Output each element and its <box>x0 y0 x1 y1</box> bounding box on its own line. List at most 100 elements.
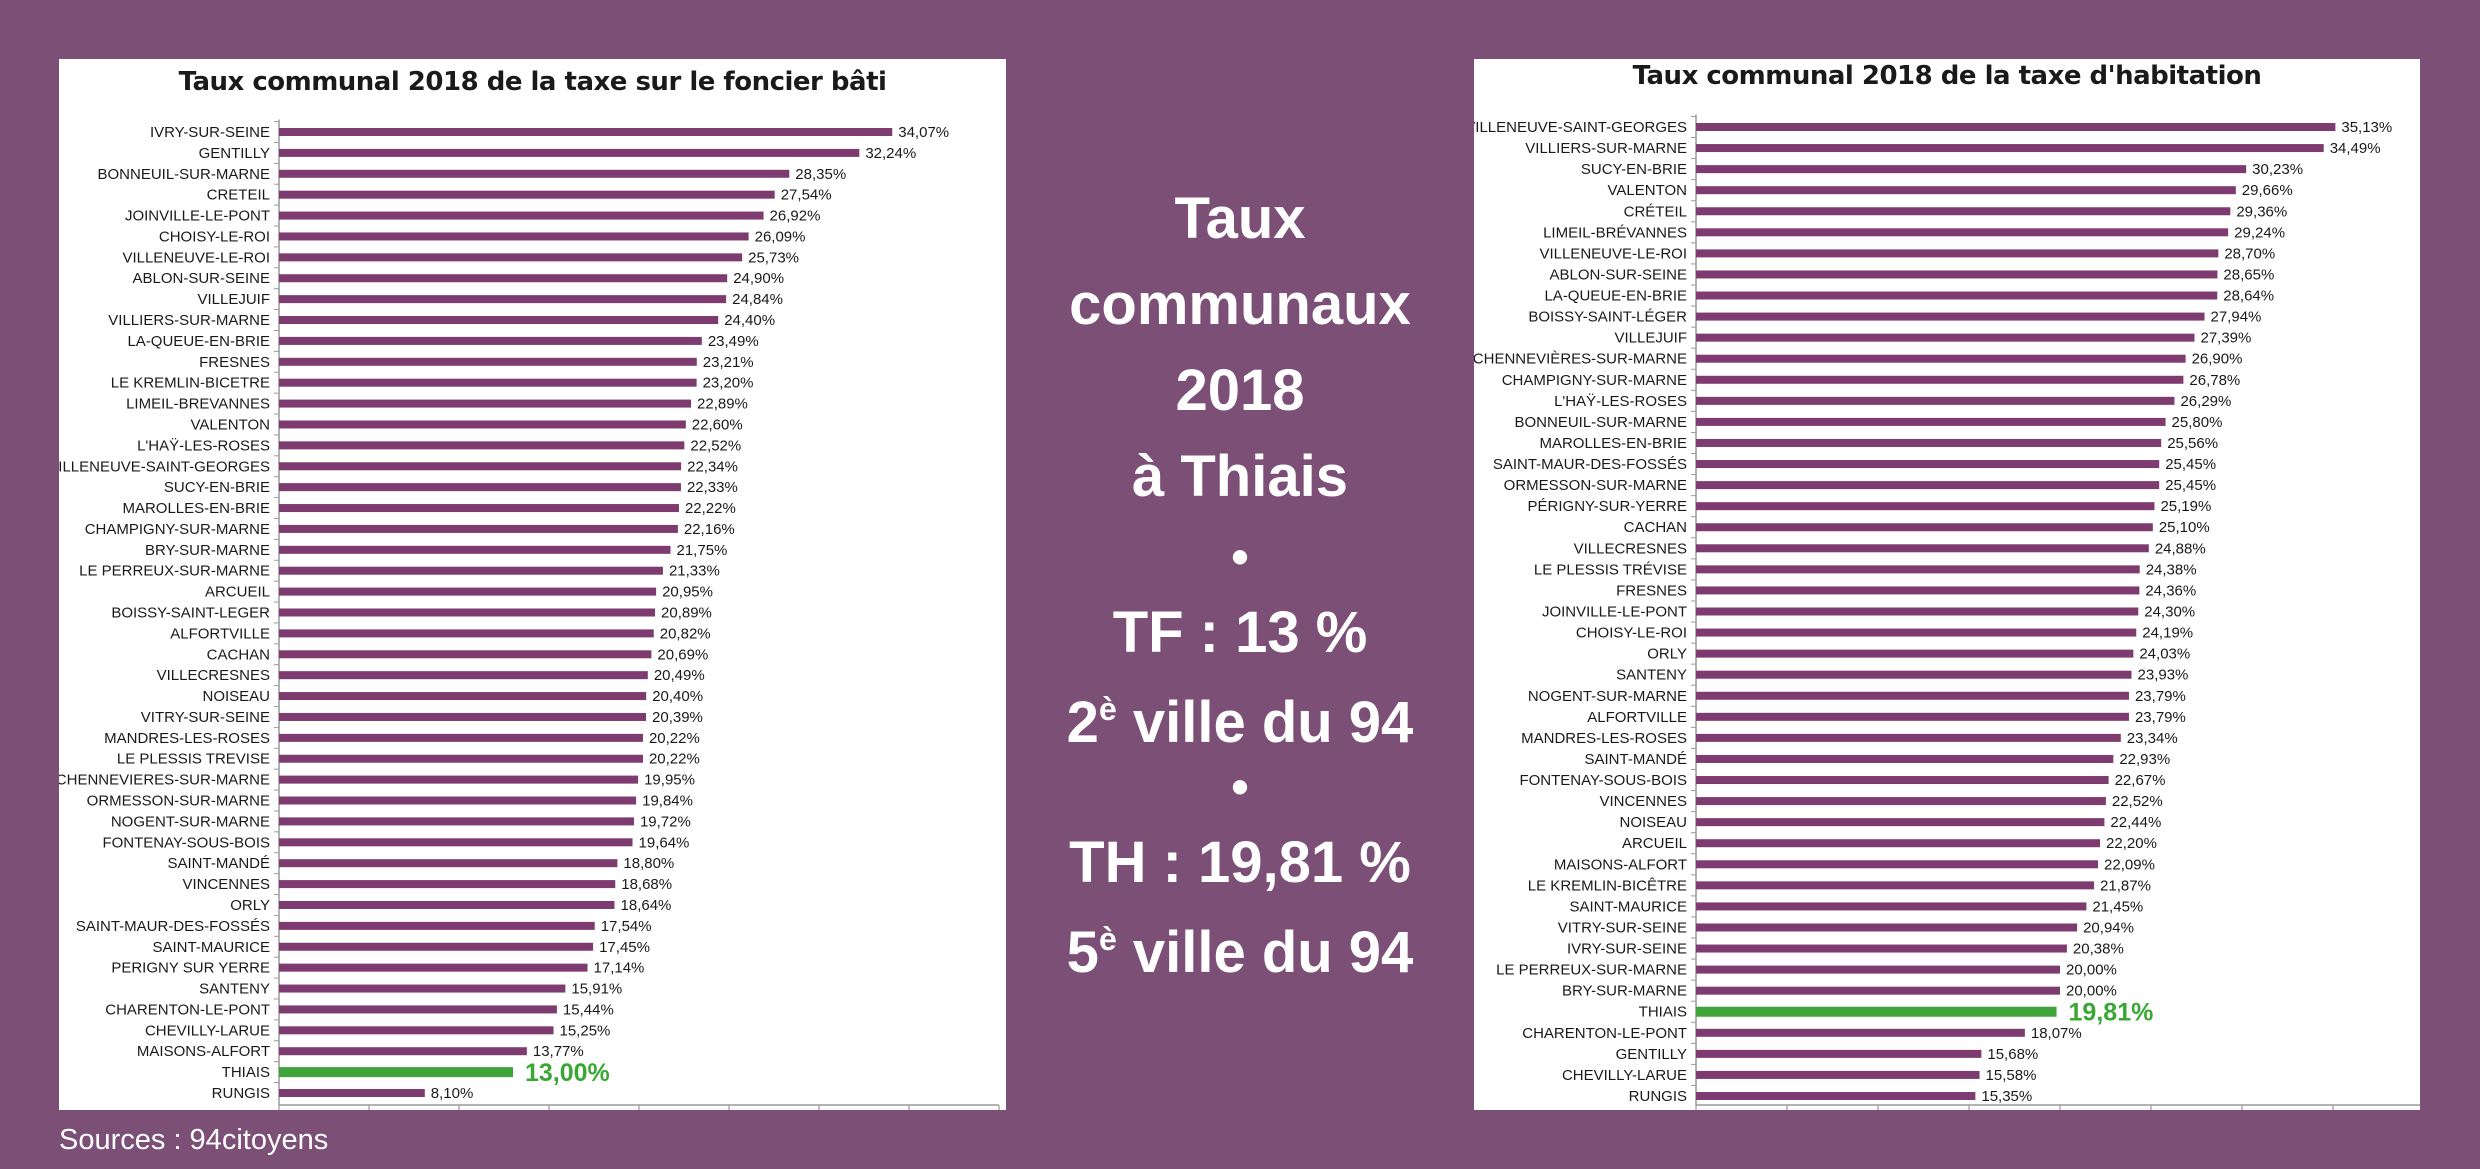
th-rank-number: 5 <box>1066 920 1099 985</box>
data-label: 20,22% <box>649 751 700 768</box>
center-line-year: 2018 <box>1175 358 1305 423</box>
bar <box>279 1089 425 1097</box>
category-label: CHAMPIGNY-SUR-MARNE <box>1502 372 1687 389</box>
category-label: NOGENT-SUR-MARNE <box>1528 688 1687 705</box>
category-label: SAINT-MAUR-DES-FOSSÉS <box>1493 456 1687 473</box>
category-label: JOINVILLE-LE-PONT <box>1542 604 1687 621</box>
data-label: 20,95% <box>662 584 713 601</box>
bar <box>1696 123 2336 131</box>
category-label: CRÉTEIL <box>1624 203 1687 220</box>
data-label: 25,45% <box>2165 456 2216 473</box>
data-label: 22,16% <box>684 521 735 538</box>
category-label: THIAIS <box>1639 1004 1687 1021</box>
bar <box>279 336 702 345</box>
data-label: 25,56% <box>2167 435 2218 452</box>
data-label: 17,54% <box>601 918 652 935</box>
category-label: VILLECRESNES <box>1574 540 1687 557</box>
data-label: 17,45% <box>599 939 650 956</box>
data-label: 29,66% <box>2242 182 2293 199</box>
center-line-taux: Taux <box>1174 186 1306 251</box>
bar <box>1696 523 2153 532</box>
sources-note: Sources : 94citoyens <box>59 1124 329 1156</box>
data-label: 28,65% <box>2223 266 2274 283</box>
category-label: SANTENY <box>1616 667 1687 684</box>
data-label: 35,13% <box>2341 119 2392 136</box>
category-label: VALENTON <box>1608 182 1687 199</box>
bar <box>1696 207 2231 216</box>
category-label: ALFORTVILLE <box>1587 709 1687 726</box>
bar <box>1696 165 2247 174</box>
category-label: VILLEJUIF <box>197 291 270 308</box>
data-label: 24,40% <box>724 312 775 329</box>
data-label: 24,03% <box>2139 646 2190 663</box>
category-label: LIMEIL-BREVANNES <box>126 396 270 413</box>
category-label: IVRY-SUR-SEINE <box>1567 941 1687 958</box>
th-rank-text: ville du 94 <box>1116 920 1414 985</box>
data-label: 23,49% <box>708 333 759 350</box>
bar <box>279 1026 554 1035</box>
th-rank-suffix: è <box>1098 921 1117 957</box>
bar <box>1696 986 2060 995</box>
category-label: ALFORTVILLE <box>170 625 270 642</box>
category-label: ABLON-SUR-SEINE <box>1549 266 1687 283</box>
tf-rate: TF : 13 % <box>1112 600 1368 665</box>
data-label: 24,19% <box>2142 625 2193 642</box>
data-label: 25,10% <box>2159 519 2210 536</box>
chart-title: Taux communal 2018 de la taxe sur le fon… <box>178 67 887 97</box>
bar <box>1696 502 2155 511</box>
bar <box>279 963 588 972</box>
bar <box>279 190 775 199</box>
data-label: 28,70% <box>2224 245 2275 262</box>
data-label: 22,33% <box>687 479 738 496</box>
data-label: 13,77% <box>533 1043 584 1060</box>
bar <box>1696 375 2184 384</box>
bar-chart-foncier-bati: IVRY-SUR-SEINE 34,07% GENTILLY 32,24% BONNEU… <box>59 119 1000 1110</box>
category-label: GENTILLY <box>199 145 270 162</box>
data-label: 29,36% <box>2236 203 2287 220</box>
category-label: LE PERREUX-SUR-MARNE <box>79 563 270 580</box>
category-label: CHEVILLY-LARUE <box>1562 1067 1687 1084</box>
bar <box>1696 860 2099 869</box>
category-label: ORMESSON-SUR-MARNE <box>1504 477 1687 494</box>
bar <box>279 169 790 178</box>
data-label: 18,80% <box>623 855 674 872</box>
bullet-2: • <box>1231 759 1249 815</box>
data-label: 28,64% <box>2223 288 2274 305</box>
bar <box>279 128 893 136</box>
category-label: CHENNEVIERES-SUR-MARNE <box>59 772 270 789</box>
data-label: 24,30% <box>2144 604 2195 621</box>
bar <box>1696 396 2175 405</box>
data-label: 23,79% <box>2135 709 2186 726</box>
bar <box>279 357 697 366</box>
bar <box>1696 481 2160 490</box>
data-label: 23,21% <box>703 354 754 371</box>
category-label: VALENTON <box>191 416 270 433</box>
category-label: FONTENAY-SOUS-BOIS <box>102 834 270 851</box>
bar <box>1696 291 2218 300</box>
bar <box>1696 923 2078 932</box>
category-label: MANDRES-LES-ROSES <box>1521 730 1687 747</box>
data-label: 15,58% <box>1986 1067 2037 1084</box>
data-label: 22,52% <box>2112 793 2163 810</box>
bar <box>1696 712 2129 721</box>
bar <box>1696 797 2106 806</box>
data-label: 22,09% <box>2104 856 2155 873</box>
data-label: 18,64% <box>621 897 672 914</box>
data-label: 20,49% <box>654 667 705 684</box>
bar <box>279 545 671 554</box>
bar-chart-taxe-habitation: VILLENEUVE-SAINT-GEORGES 35,13% VILLIERS-S… <box>1474 114 2420 1110</box>
data-label: 15,35% <box>1981 1088 2032 1105</box>
data-label: 25,45% <box>2165 477 2216 494</box>
category-label: MAROLLES-EN-BRIE <box>122 500 270 517</box>
bar <box>1696 354 2186 363</box>
bar <box>1696 1092 1976 1100</box>
center-line-thiais: à Thiais <box>1132 444 1348 509</box>
bar <box>1696 312 2205 321</box>
category-label: VILLIERS-SUR-MARNE <box>108 312 270 329</box>
category-label: LA-QUEUE-EN-BRIE <box>1544 288 1687 305</box>
data-label: 24,84% <box>732 291 783 308</box>
category-label: VILLEJUIF <box>1614 330 1687 347</box>
data-label: 20,94% <box>2083 919 2134 936</box>
chart-panel-taxe-habitation: Taux communal 2018 de la taxe d'habitati… <box>1474 59 2420 1110</box>
bar <box>279 692 647 701</box>
